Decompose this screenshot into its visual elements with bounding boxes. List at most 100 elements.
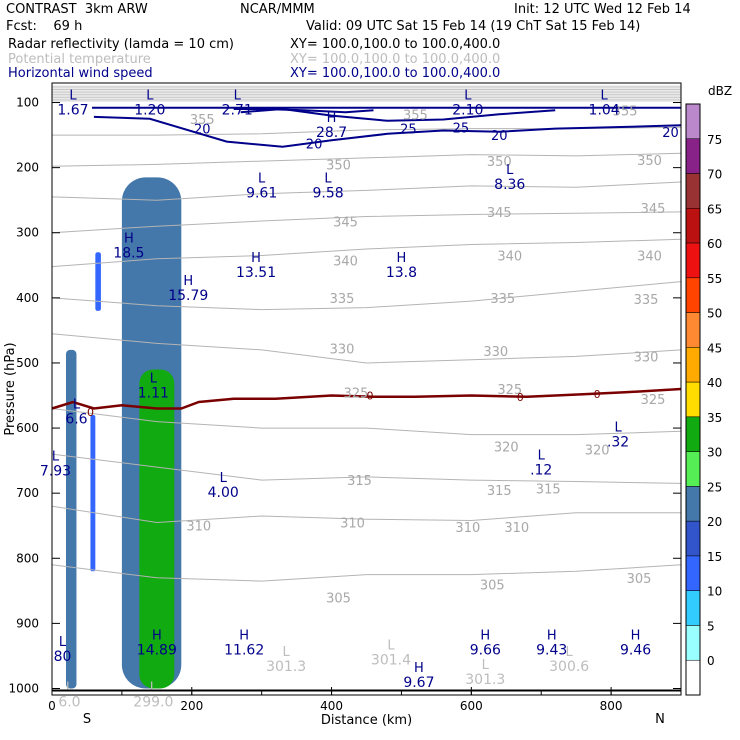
extremum-marker: L <box>387 638 395 653</box>
wind-label: 20 <box>491 129 508 144</box>
colorbar-swatch <box>685 208 701 244</box>
contour-labels: 355 355 355 350 350 350 345 345 345 340 340 340 335 3… <box>87 104 679 606</box>
y-axis-label: Pressure (hPa) <box>3 342 18 435</box>
theta-label: 310 <box>504 521 529 536</box>
center-name: NCAR/MMM <box>240 2 315 17</box>
extremum-value: 4.00 <box>208 485 239 501</box>
extremum-marker: L <box>146 88 154 103</box>
theta-label: 325 <box>641 393 666 408</box>
colorbar-swatch <box>685 242 701 279</box>
extremum-marker: H <box>251 251 261 266</box>
reflectivity-cell <box>139 369 175 689</box>
extremum-value: 301.3 <box>465 672 505 688</box>
y-tick-label: 1000 <box>8 681 39 695</box>
field-2-xy: XY= 100.0,100.0 to 100.0,400.0 <box>290 52 501 67</box>
extremum-marker: H <box>547 629 557 644</box>
extremum-value: 11.62 <box>224 643 264 659</box>
wind-contour-20 <box>93 115 682 148</box>
colorbar-swatch <box>685 659 701 696</box>
forecast-hour: Fcst: 69 h <box>6 19 83 34</box>
extremum-value: 13.8 <box>386 265 417 281</box>
theta-label: 310 <box>186 520 211 535</box>
theta-label: 330 <box>634 350 659 365</box>
extremum-value: 8.36 <box>494 177 525 193</box>
theta-label: 325 <box>344 386 369 401</box>
extremum-value: 9.66 <box>470 643 501 659</box>
section-end-label: N <box>655 712 665 727</box>
x-tick-label: 0 <box>48 699 56 713</box>
theta-label: 340 <box>637 250 662 265</box>
theta-label: 325 <box>497 383 522 398</box>
colorbar-swatch <box>685 416 701 452</box>
theta-label: 335 <box>330 292 355 307</box>
reflectivity-cell <box>90 415 96 572</box>
extremum-marker: L <box>220 471 228 486</box>
x-tick-label: 600 <box>460 699 483 713</box>
colorbar-swatch <box>685 625 701 661</box>
extremum-marker: L <box>66 681 74 696</box>
theta-label: 310 <box>340 516 365 531</box>
extremum-marker: L <box>283 645 291 660</box>
extremum-marker: L <box>234 88 242 103</box>
extremum-value: 300.6 <box>549 659 589 675</box>
extremum-value: .12 <box>530 462 552 478</box>
colorbar-swatch <box>685 451 701 487</box>
extremum-value: 1.20 <box>134 102 165 118</box>
y-tick-label: 800 <box>16 551 39 565</box>
extremum-marker: L <box>600 88 608 103</box>
theta-label: 340 <box>497 250 522 265</box>
extremum-value: 15.79 <box>168 288 208 304</box>
colorbar-title: dBZ <box>708 84 732 98</box>
colorbar-swatch <box>685 103 701 140</box>
x-tick-label: 200 <box>180 699 203 713</box>
extremum-marker: L <box>258 172 266 187</box>
extremum-value: 28.7 <box>316 125 347 141</box>
extremum-marker: H <box>631 629 641 644</box>
theta-label: 310 <box>455 521 480 536</box>
colorbar-swatch <box>685 590 701 626</box>
wind-speed-contours <box>92 106 682 148</box>
colorbar-swatch <box>685 381 701 418</box>
theta-label: 355 <box>403 108 428 123</box>
extremum-marker: L <box>150 681 158 696</box>
extremum-marker: L <box>566 645 574 660</box>
extremum-marker: L <box>150 371 158 386</box>
field-1-xy: XY= 100.0,100.0 to 100.0,400.0 <box>290 37 501 52</box>
extremum-value: 2.10 <box>452 102 483 118</box>
theta-label: 355 <box>190 113 215 128</box>
colorbar-swatch <box>685 138 701 174</box>
section-start-label: S <box>83 712 91 727</box>
extremum-value: 18.5 <box>113 246 144 262</box>
theta-label: 315 <box>347 474 372 489</box>
extremum-marker: H <box>183 274 193 289</box>
extremum-marker: L <box>59 635 67 650</box>
theta-contour-310 <box>51 505 681 524</box>
theta-label: 350 <box>326 158 351 173</box>
extremum-value: 6.6 <box>65 412 87 428</box>
extremum-marker: H <box>152 629 162 644</box>
theta-label: 345 <box>641 202 666 217</box>
extremum-value: 1.67 <box>57 102 88 118</box>
theta-contour-325 <box>51 333 682 364</box>
extremum-marker: L <box>69 88 77 103</box>
y-tick-label: 900 <box>16 616 39 630</box>
colorbar-swatch <box>685 555 701 591</box>
x-axis-label: Distance (km) <box>321 713 412 728</box>
extrema-labels: L1.67L1.20L2.71L2.10L1.04H28.7L9.61L9.58… <box>40 88 651 710</box>
extremum-marker: L <box>614 420 622 435</box>
extremum-value: .32 <box>607 434 629 450</box>
reflectivity-field <box>65 177 182 689</box>
theta-contour-305 <box>51 564 682 582</box>
x-tick-label: 800 <box>600 699 623 713</box>
y-tick-label: 700 <box>16 486 39 500</box>
extremum-value: 80 <box>54 649 72 665</box>
extremum-marker: L <box>464 88 472 103</box>
colorbar-level-label: 35 <box>707 411 722 425</box>
theta-contour-350 <box>51 152 682 167</box>
theta-label: 320 <box>494 440 519 455</box>
y-tick-label: 200 <box>16 161 39 175</box>
theta-label: 345 <box>487 206 512 221</box>
colorbar-level-label: 10 <box>707 585 722 599</box>
zero-isotherm-line <box>51 387 682 410</box>
colorbar-level-label: 70 <box>707 168 722 182</box>
